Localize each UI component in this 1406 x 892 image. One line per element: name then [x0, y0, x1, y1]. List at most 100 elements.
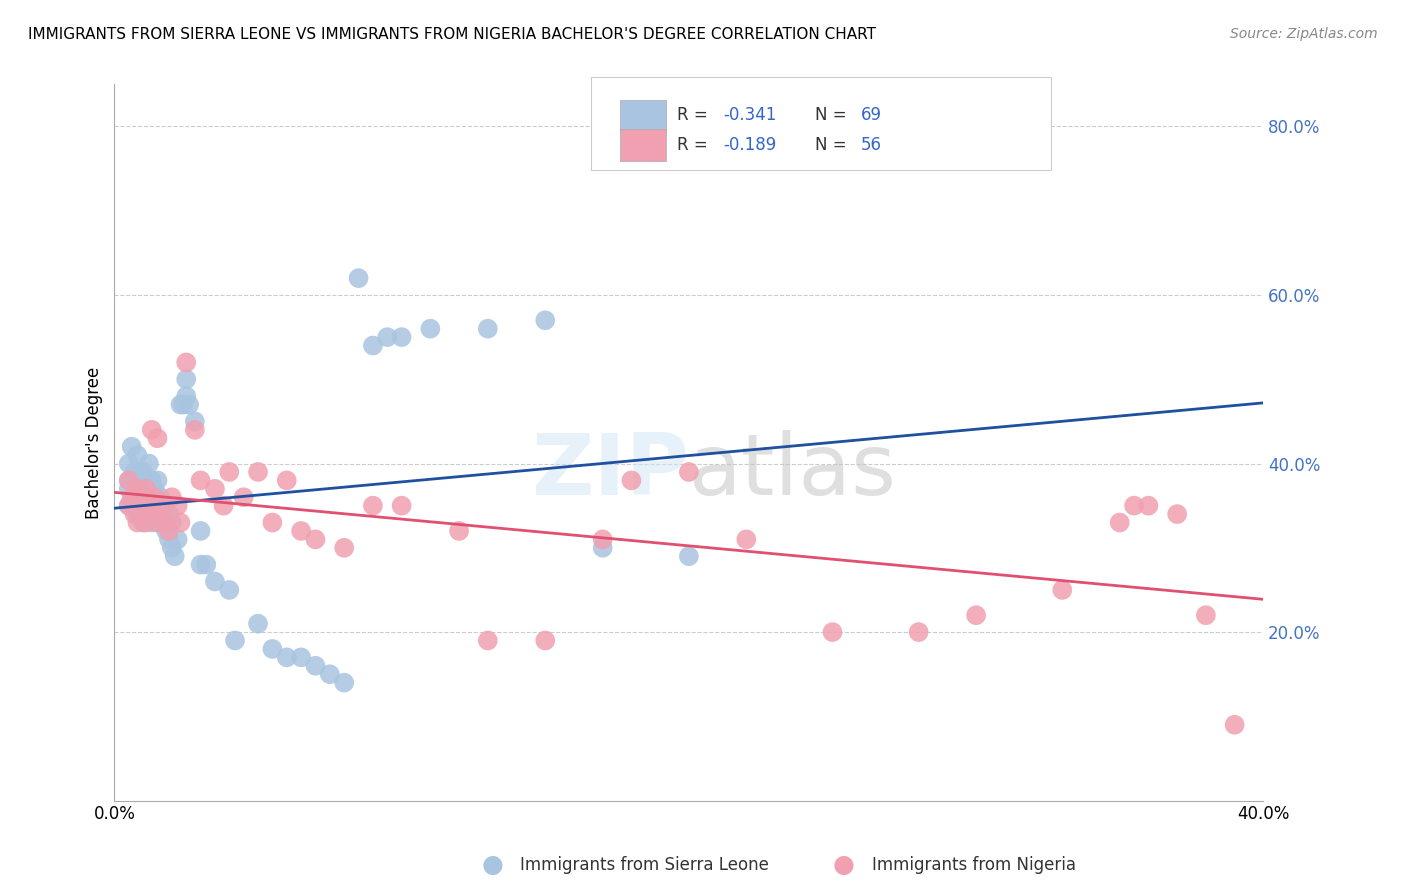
Text: 56: 56 — [862, 136, 882, 154]
Point — [124, 465, 146, 479]
Point — [118, 474, 141, 488]
Point — [333, 675, 356, 690]
Point — [177, 398, 200, 412]
Bar — [620, 100, 666, 132]
Point — [118, 474, 141, 488]
Y-axis label: Bachelor's Degree: Bachelor's Degree — [86, 367, 103, 518]
Point — [678, 465, 700, 479]
Point — [127, 448, 149, 462]
Point — [132, 465, 155, 479]
Point — [118, 499, 141, 513]
Point — [121, 490, 143, 504]
Point — [160, 516, 183, 530]
Point — [143, 507, 166, 521]
Bar — [620, 128, 666, 161]
Point — [160, 541, 183, 555]
Point — [146, 431, 169, 445]
Text: atlas: atlas — [689, 430, 897, 513]
Point — [218, 465, 240, 479]
Point — [169, 398, 191, 412]
Point — [124, 490, 146, 504]
Point — [121, 440, 143, 454]
Point — [152, 516, 174, 530]
Point — [247, 465, 270, 479]
Point — [190, 524, 212, 538]
Point — [127, 482, 149, 496]
Point — [141, 474, 163, 488]
Point — [155, 516, 177, 530]
Point — [135, 507, 157, 521]
Point — [678, 549, 700, 564]
Point — [965, 608, 987, 623]
Point — [143, 490, 166, 504]
Point — [1223, 718, 1246, 732]
Point — [149, 490, 172, 504]
Point — [118, 499, 141, 513]
Point — [1052, 582, 1074, 597]
Point — [129, 499, 152, 513]
Text: R =: R = — [678, 106, 713, 124]
Point — [218, 582, 240, 597]
Point — [132, 490, 155, 504]
Point — [141, 423, 163, 437]
Point — [735, 533, 758, 547]
Point — [141, 490, 163, 504]
Point — [152, 499, 174, 513]
Point — [146, 474, 169, 488]
Point — [163, 549, 186, 564]
Point — [118, 457, 141, 471]
Point — [174, 372, 197, 386]
Point — [304, 533, 326, 547]
Point — [135, 516, 157, 530]
Point — [141, 507, 163, 521]
Point — [138, 499, 160, 513]
Point — [143, 482, 166, 496]
Point — [1166, 507, 1188, 521]
Point — [477, 321, 499, 335]
Point — [149, 507, 172, 521]
Point — [212, 499, 235, 513]
Point — [127, 516, 149, 530]
Point — [174, 389, 197, 403]
Point — [127, 490, 149, 504]
Point — [821, 625, 844, 640]
Point — [190, 474, 212, 488]
Point — [276, 474, 298, 488]
Point — [132, 516, 155, 530]
Point — [1195, 608, 1218, 623]
Point — [347, 271, 370, 285]
Point — [262, 516, 284, 530]
Point — [290, 650, 312, 665]
Point — [391, 499, 413, 513]
Point — [204, 574, 226, 589]
Point — [135, 474, 157, 488]
Point — [155, 499, 177, 513]
Point — [132, 507, 155, 521]
Point — [135, 482, 157, 496]
Point — [592, 541, 614, 555]
Text: N =: N = — [815, 136, 852, 154]
Text: Immigrants from Nigeria: Immigrants from Nigeria — [872, 856, 1076, 874]
Point — [534, 633, 557, 648]
Point — [132, 482, 155, 496]
Point — [174, 355, 197, 369]
Text: -0.341: -0.341 — [723, 106, 776, 124]
Point — [146, 499, 169, 513]
Text: IMMIGRANTS FROM SIERRA LEONE VS IMMIGRANTS FROM NIGERIA BACHELOR'S DEGREE CORREL: IMMIGRANTS FROM SIERRA LEONE VS IMMIGRAN… — [28, 27, 876, 42]
Point — [129, 474, 152, 488]
FancyBboxPatch shape — [591, 77, 1050, 170]
Text: Source: ZipAtlas.com: Source: ZipAtlas.com — [1230, 27, 1378, 41]
Point — [157, 524, 180, 538]
Point — [157, 533, 180, 547]
Point — [152, 507, 174, 521]
Point — [155, 524, 177, 538]
Point — [138, 482, 160, 496]
Point — [157, 507, 180, 521]
Point — [166, 533, 188, 547]
Point — [477, 633, 499, 648]
Point — [1108, 516, 1130, 530]
Point — [592, 533, 614, 547]
Point — [146, 516, 169, 530]
Point — [184, 414, 207, 428]
Point — [195, 558, 218, 572]
